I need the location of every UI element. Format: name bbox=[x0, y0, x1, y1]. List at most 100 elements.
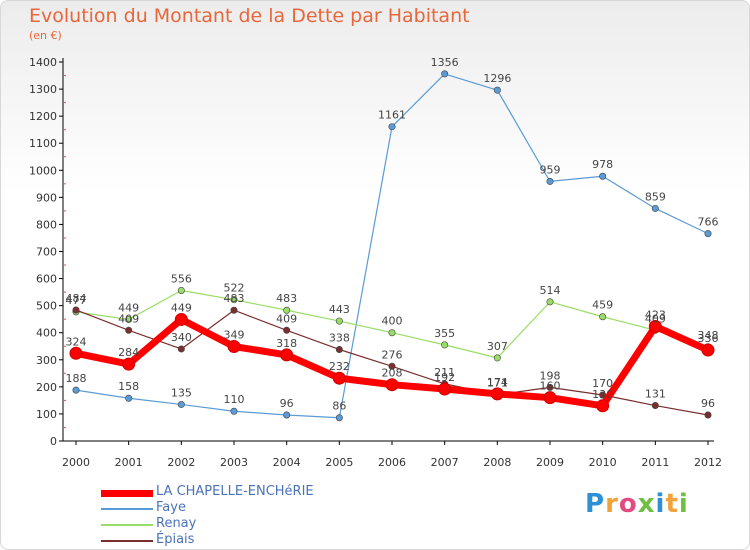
x-tick-label: 2003 bbox=[220, 456, 248, 469]
data-label: 160 bbox=[540, 380, 561, 393]
data-label: 423 bbox=[645, 308, 666, 321]
data-point bbox=[125, 394, 133, 402]
data-point bbox=[69, 346, 83, 360]
data-point bbox=[335, 317, 343, 325]
data-label: 170 bbox=[592, 377, 613, 390]
data-label: 409 bbox=[276, 312, 297, 325]
data-label: 409 bbox=[118, 312, 139, 325]
data-point bbox=[388, 362, 396, 370]
data-point bbox=[546, 177, 554, 185]
y-tick-label: 1200 bbox=[29, 110, 57, 123]
data-label: 338 bbox=[329, 331, 350, 344]
data-label: 443 bbox=[329, 303, 350, 316]
y-tick-label: 200 bbox=[36, 381, 57, 394]
data-label: 349 bbox=[224, 329, 245, 342]
data-point bbox=[283, 326, 291, 334]
data-label: 859 bbox=[645, 190, 666, 203]
legend-label: Épiais bbox=[156, 532, 195, 547]
legend-swatch bbox=[101, 508, 153, 510]
data-label: 324 bbox=[66, 335, 87, 348]
y-tick-label: 1100 bbox=[29, 137, 57, 150]
data-point bbox=[546, 383, 554, 391]
data-point bbox=[385, 378, 399, 392]
data-point bbox=[438, 382, 452, 396]
proxiti-logo: Proxiti bbox=[585, 489, 689, 519]
data-point bbox=[122, 357, 136, 371]
data-point bbox=[230, 296, 238, 304]
data-point bbox=[335, 414, 343, 422]
data-point bbox=[490, 387, 504, 401]
data-point bbox=[177, 345, 185, 353]
data-label: 336 bbox=[698, 332, 719, 345]
data-label: 483 bbox=[276, 292, 297, 305]
x-tick-label: 2002 bbox=[167, 456, 195, 469]
y-tick-label: 900 bbox=[36, 191, 57, 204]
data-label: 556 bbox=[171, 272, 192, 285]
data-point bbox=[701, 343, 715, 357]
data-label: 1161 bbox=[378, 109, 406, 122]
y-tick-label: 800 bbox=[36, 218, 57, 231]
data-label: 522 bbox=[224, 282, 245, 295]
data-label: 340 bbox=[171, 331, 192, 344]
data-label: 96 bbox=[280, 397, 294, 410]
data-point bbox=[441, 70, 449, 78]
data-label: 208 bbox=[382, 367, 403, 380]
data-point bbox=[651, 204, 659, 212]
x-tick-label: 2011 bbox=[641, 456, 669, 469]
data-label: 959 bbox=[540, 163, 561, 176]
legend-label: LA CHAPELLE-ENCHéRIE bbox=[156, 484, 314, 499]
y-tick-label: 1000 bbox=[29, 164, 57, 177]
logo-letter: i bbox=[678, 489, 689, 519]
data-point bbox=[174, 312, 188, 326]
data-point bbox=[546, 298, 554, 306]
data-point bbox=[704, 230, 712, 238]
data-point bbox=[493, 354, 501, 362]
data-point bbox=[230, 306, 238, 314]
data-label: 514 bbox=[540, 284, 561, 297]
logo-letter: r bbox=[605, 489, 619, 519]
data-label: 158 bbox=[118, 380, 139, 393]
data-label: 978 bbox=[592, 158, 613, 171]
y-tick-label: 300 bbox=[36, 354, 57, 367]
data-label: 409 bbox=[645, 312, 666, 325]
data-label: 174 bbox=[487, 376, 508, 389]
data-point bbox=[283, 411, 291, 419]
x-tick-label: 2001 bbox=[115, 456, 143, 469]
data-label: 355 bbox=[434, 327, 455, 340]
data-label: 449 bbox=[171, 301, 192, 314]
data-point bbox=[177, 400, 185, 408]
data-label: 307 bbox=[487, 340, 508, 353]
y-tick-label: 600 bbox=[36, 273, 57, 286]
logo-letter: P bbox=[585, 489, 606, 519]
x-tick-label: 2009 bbox=[536, 456, 564, 469]
data-label: 449 bbox=[118, 301, 139, 314]
logo-letter: i bbox=[655, 489, 666, 519]
data-point bbox=[227, 340, 241, 354]
x-tick-label: 2000 bbox=[62, 456, 90, 469]
data-point bbox=[648, 319, 662, 333]
x-tick-label: 2010 bbox=[589, 456, 617, 469]
data-point bbox=[72, 306, 80, 314]
data-label: 110 bbox=[224, 393, 245, 406]
data-point bbox=[599, 313, 607, 321]
data-label: 192 bbox=[434, 371, 455, 384]
data-point bbox=[599, 172, 607, 180]
legend-swatch bbox=[101, 524, 153, 526]
data-label: 766 bbox=[698, 216, 719, 229]
data-label: 96 bbox=[701, 397, 715, 410]
legend-label: Faye bbox=[156, 500, 186, 515]
data-point bbox=[441, 341, 449, 349]
data-point bbox=[388, 123, 396, 131]
logo-letter: t bbox=[665, 489, 679, 519]
data-label: 171 bbox=[487, 377, 508, 390]
data-label: 348 bbox=[698, 329, 719, 342]
data-point bbox=[596, 399, 610, 413]
x-tick-label: 2004 bbox=[273, 456, 301, 469]
data-point bbox=[704, 411, 712, 419]
data-label: 400 bbox=[382, 315, 403, 328]
data-label: 459 bbox=[592, 299, 613, 312]
data-point bbox=[72, 386, 80, 394]
y-tick-label: 500 bbox=[36, 300, 57, 313]
x-tick-label: 2007 bbox=[431, 456, 459, 469]
